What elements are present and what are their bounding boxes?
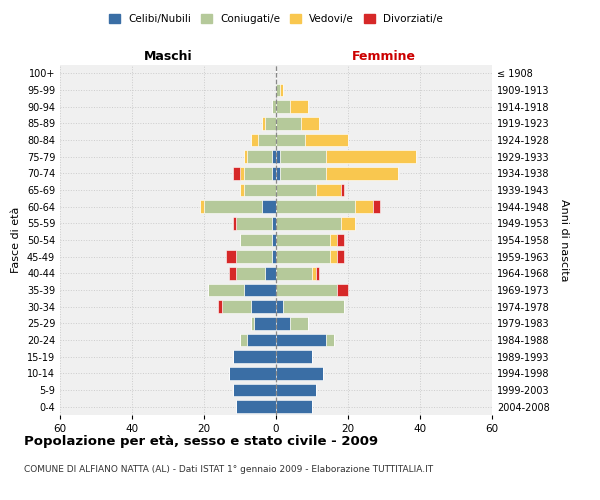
Bar	[226, 250, 236, 263]
Bar	[272, 217, 276, 230]
Text: Femmine: Femmine	[352, 50, 416, 62]
Bar	[229, 367, 276, 380]
Bar	[240, 234, 272, 246]
Text: Popolazione per età, sesso e stato civile - 2009: Popolazione per età, sesso e stato civil…	[24, 435, 378, 448]
Bar	[290, 317, 308, 330]
Bar	[337, 284, 348, 296]
Bar	[326, 167, 398, 179]
Bar	[222, 300, 251, 313]
Bar	[244, 167, 272, 179]
Text: COMUNE DI ALFIANO NATTA (AL) - Dati ISTAT 1° gennaio 2009 - Elaborazione TUTTITA: COMUNE DI ALFIANO NATTA (AL) - Dati ISTA…	[24, 465, 433, 474]
Bar	[373, 200, 380, 213]
Bar	[316, 267, 319, 280]
Bar	[272, 167, 276, 179]
Bar	[254, 317, 276, 330]
Bar	[355, 200, 373, 213]
Bar	[312, 267, 316, 280]
Bar	[247, 334, 276, 346]
Bar	[272, 234, 276, 246]
Bar	[244, 150, 247, 163]
Bar	[276, 217, 341, 230]
Bar	[305, 134, 348, 146]
Bar	[276, 284, 337, 296]
Bar	[208, 284, 244, 296]
Bar	[276, 184, 316, 196]
Bar	[233, 350, 276, 363]
Bar	[236, 217, 272, 230]
Bar	[204, 200, 262, 213]
Bar	[280, 167, 326, 179]
Bar	[276, 350, 312, 363]
Bar	[341, 217, 355, 230]
Text: Anni di nascita: Anni di nascita	[559, 198, 569, 281]
Bar	[337, 234, 344, 246]
Bar	[236, 400, 276, 413]
Bar	[244, 184, 276, 196]
Bar	[276, 200, 355, 213]
Bar	[265, 267, 276, 280]
Bar	[272, 150, 276, 163]
Bar	[251, 317, 254, 330]
Bar	[276, 400, 312, 413]
Bar	[341, 184, 344, 196]
Bar	[276, 267, 312, 280]
Bar	[276, 317, 290, 330]
Bar	[240, 167, 244, 179]
Bar	[276, 234, 330, 246]
Bar	[290, 100, 308, 113]
Bar	[244, 284, 276, 296]
Bar	[272, 100, 276, 113]
Y-axis label: Fasce di età: Fasce di età	[11, 207, 21, 273]
Bar	[240, 334, 247, 346]
Bar	[229, 267, 236, 280]
Bar	[262, 200, 276, 213]
Bar	[283, 300, 344, 313]
Bar	[316, 184, 341, 196]
Bar	[276, 250, 330, 263]
Bar	[276, 367, 323, 380]
Bar	[301, 117, 319, 130]
Bar	[258, 134, 276, 146]
Bar	[280, 150, 326, 163]
Bar	[251, 134, 258, 146]
Bar	[276, 134, 305, 146]
Bar	[330, 234, 337, 246]
Bar	[276, 100, 290, 113]
Bar	[233, 217, 236, 230]
Bar	[265, 117, 276, 130]
Bar	[251, 300, 276, 313]
Bar	[276, 300, 283, 313]
Bar	[330, 250, 337, 263]
Bar	[337, 250, 344, 263]
Bar	[272, 250, 276, 263]
Legend: Celibi/Nubili, Coniugati/e, Vedovi/e, Divorziati/e: Celibi/Nubili, Coniugati/e, Vedovi/e, Di…	[105, 10, 447, 29]
Bar	[326, 150, 416, 163]
Bar	[236, 250, 272, 263]
Bar	[276, 117, 301, 130]
Bar	[276, 167, 280, 179]
Bar	[276, 334, 326, 346]
Bar	[233, 167, 240, 179]
Bar	[276, 150, 280, 163]
Bar	[233, 384, 276, 396]
Bar	[218, 300, 222, 313]
Bar	[262, 117, 265, 130]
Bar	[276, 384, 316, 396]
Bar	[280, 84, 283, 96]
Bar	[236, 267, 265, 280]
Bar	[240, 184, 244, 196]
Bar	[247, 150, 272, 163]
Bar	[200, 200, 204, 213]
Bar	[276, 84, 280, 96]
Text: Maschi: Maschi	[143, 50, 193, 62]
Bar	[326, 334, 334, 346]
